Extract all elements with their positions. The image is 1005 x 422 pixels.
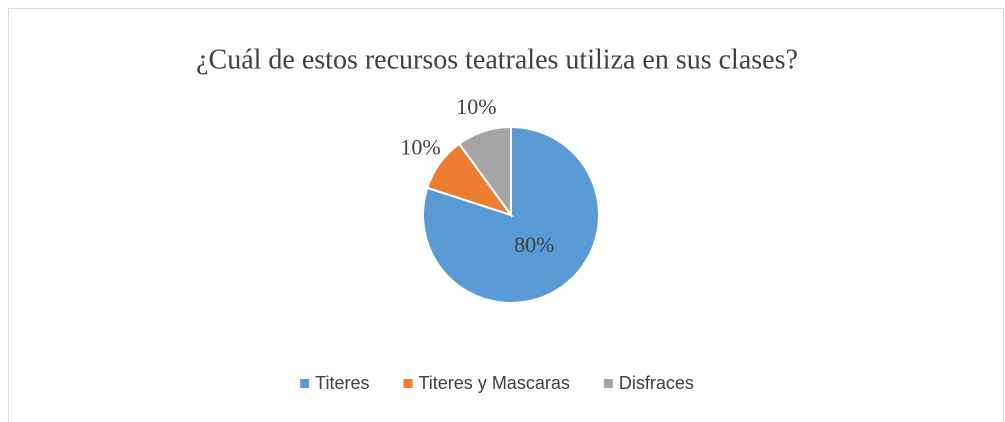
chart-title: ¿Cuál de estos recursos teatrales utiliz… — [196, 44, 798, 75]
legend-swatch — [403, 379, 413, 388]
legend-label: Titeres y Mascaras — [418, 373, 569, 393]
legend-swatch — [300, 379, 310, 388]
data-label: 80% — [514, 232, 554, 257]
data-label: 10% — [456, 94, 496, 119]
legend-label: Titeres — [315, 373, 369, 393]
legend-swatch — [603, 379, 613, 388]
pie-slice — [457, 125, 512, 219]
legend-label: Disfraces — [619, 373, 694, 393]
data-label: 10% — [400, 134, 440, 159]
